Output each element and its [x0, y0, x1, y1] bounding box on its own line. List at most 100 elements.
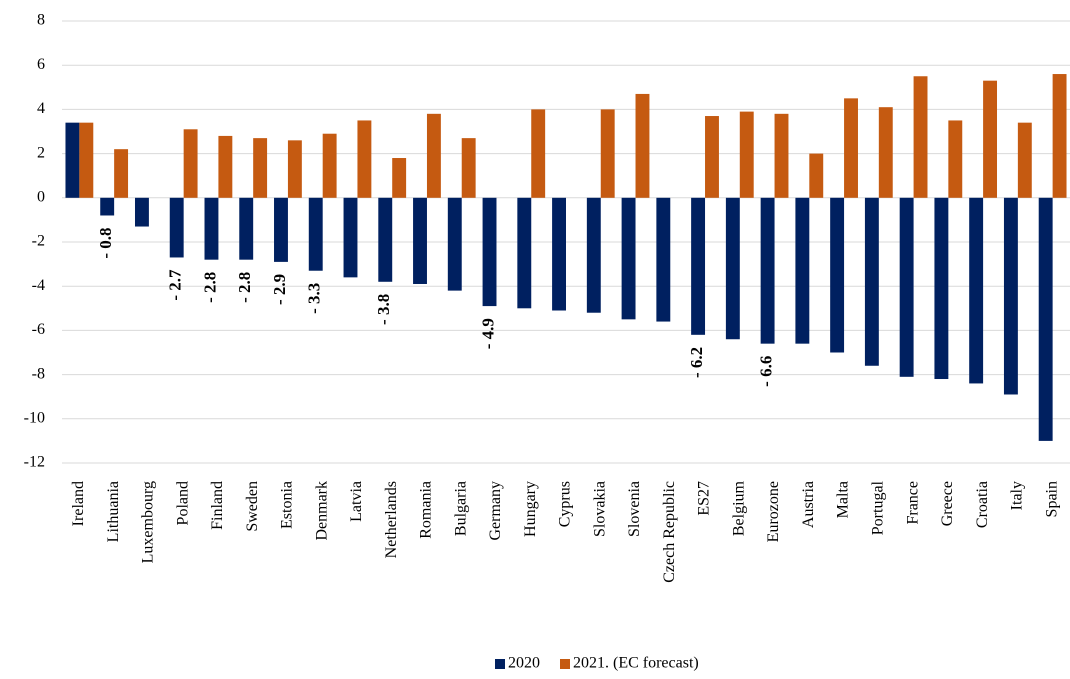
x-tick-label: Eurozone [765, 481, 782, 542]
bar [691, 197, 706, 335]
y-tick-label: 6 [37, 56, 45, 73]
y-tick-label: 2 [37, 144, 45, 161]
x-tick-label: Denmark [313, 481, 330, 541]
bar [844, 98, 858, 198]
bar [739, 111, 754, 198]
x-tick-label: France [904, 481, 921, 525]
x-tick-label: Portugal [869, 480, 886, 535]
bar [79, 122, 94, 198]
x-tick-label: Netherlands [383, 481, 400, 558]
y-tick-label: -2 [32, 233, 45, 250]
x-tick-label: ES27 [696, 481, 713, 516]
bar [1017, 122, 1032, 198]
bar [482, 197, 497, 307]
bar [447, 197, 462, 291]
legend-label: 2021. (EC forecast) [573, 655, 699, 672]
x-tick-label: Slovenia [626, 481, 643, 537]
y-tick-label: 8 [37, 12, 45, 29]
x-tick-label: Belgium [730, 480, 747, 536]
bar [934, 197, 949, 380]
bar [322, 133, 337, 198]
bar [426, 113, 441, 198]
x-tick-label: Croatia [974, 481, 991, 528]
bar [531, 109, 546, 198]
legend-label: 2020 [508, 655, 540, 672]
bar [65, 122, 80, 198]
x-tick-label: Bulgaria [452, 481, 469, 536]
bar [969, 197, 984, 384]
bar [913, 76, 928, 198]
bar [1052, 74, 1067, 198]
x-tick-label: Ireland [70, 481, 87, 526]
bar [413, 197, 427, 284]
bar [183, 129, 198, 198]
x-tick-label: Germany [487, 481, 504, 541]
bar [830, 197, 845, 353]
bar [378, 197, 393, 282]
data-label: - 3.8 [374, 294, 393, 325]
bar [1038, 197, 1053, 441]
x-tick-label: Luxembourg [140, 481, 157, 563]
data-label: - 2.8 [235, 272, 254, 303]
data-label: - 3.3 [305, 283, 324, 314]
bar [253, 138, 268, 198]
bar [795, 197, 810, 344]
x-tick-label: Czech Republic [661, 481, 678, 583]
x-tick-label: Italy [1009, 481, 1026, 510]
bar [274, 197, 288, 262]
bar [100, 197, 115, 216]
bar [204, 197, 219, 260]
x-tick-label: Austria [800, 481, 817, 528]
y-tick-label: -6 [32, 321, 45, 338]
x-tick-label: Estonia [279, 481, 296, 529]
bar [983, 80, 998, 198]
bar [725, 197, 740, 340]
y-tick-label: -8 [32, 365, 45, 382]
x-tick-label: Romania [418, 481, 435, 539]
bar [392, 158, 407, 198]
x-tick-label: Greece [939, 481, 956, 526]
bar [218, 135, 233, 198]
bar [308, 197, 323, 271]
data-label: - 0.8 [96, 227, 115, 258]
bar [1003, 197, 1018, 395]
x-tick-label: Lithuania [105, 481, 122, 542]
data-label: - 4.9 [478, 318, 497, 349]
bar [287, 140, 302, 198]
bar [899, 197, 914, 377]
bar [948, 120, 963, 198]
x-tick-label: Cyprus [557, 481, 574, 527]
data-label: - 2.8 [200, 272, 219, 303]
data-label: - 2.7 [166, 269, 185, 301]
bar [461, 138, 476, 198]
bar [635, 93, 650, 198]
bar [809, 153, 824, 198]
bar [586, 197, 601, 313]
y-tick-label: -10 [24, 409, 45, 426]
bar [656, 197, 671, 322]
data-label: - 2.9 [270, 274, 289, 305]
x-tick-label: Hungary [522, 481, 539, 537]
bar [169, 197, 184, 258]
bar [878, 107, 893, 198]
x-tick-label: Sweden [244, 481, 261, 532]
bar [774, 113, 789, 198]
bar [357, 120, 372, 198]
y-tick-label: -12 [24, 454, 45, 471]
bar [864, 197, 879, 366]
y-tick-label: 4 [37, 100, 45, 117]
x-tick-label: Spain [1043, 481, 1060, 517]
y-tick-label: -4 [32, 277, 45, 294]
x-tick-label: Finland [209, 481, 226, 530]
bar [600, 109, 615, 198]
y-tick-label: 0 [37, 188, 45, 205]
bar [239, 197, 254, 260]
x-tick-label: Malta [835, 481, 852, 518]
bar [705, 116, 719, 198]
bar [517, 197, 532, 309]
bar [134, 197, 149, 227]
data-label: - 6.2 [687, 347, 706, 378]
bar [760, 197, 775, 344]
x-tick-label: Slovakia [591, 481, 608, 537]
